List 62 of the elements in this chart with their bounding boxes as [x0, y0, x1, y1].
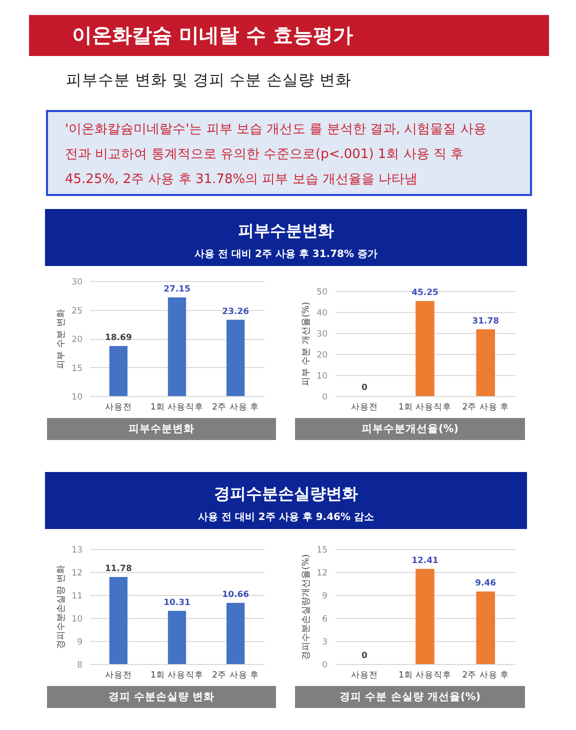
y-tick-label: 10: [72, 614, 82, 624]
y-axis-title: 피부 수분 개선율(%): [302, 302, 312, 386]
data-label: 45.25: [412, 288, 439, 298]
data-label: 9.46: [475, 578, 496, 588]
x-tick-label: 1회 사용직후: [398, 402, 452, 412]
y-axis-title: 피부 수분 변화: [56, 309, 67, 369]
x-tick-label: 2주 사용 후: [212, 402, 259, 412]
text: '이온화칼슘미네랄수'는 피부 보습 개선도 를 분석한 결과, 시험물질 사용 전과 비교하여 통계적으로 유의한 수준으로(p<.001) 1회 사용 직 후 45.25%, 2주 사용 후 31.78%의 피부 보습 개선율을 나타냄: [65, 122, 486, 187]
y-tick-label: 9: [322, 592, 328, 602]
y-tick-label: 0: [322, 660, 328, 670]
x-tick-label: 1회 사용직후: [150, 402, 204, 412]
data-label: 27.15: [164, 284, 191, 294]
y-tick-label: 12: [316, 568, 328, 578]
y-tick-label: 3: [322, 638, 328, 648]
text: 피부수분변화: [128, 423, 194, 435]
x-tick-label: 사용전: [104, 402, 132, 412]
y-tick-label: 0: [322, 392, 328, 402]
y-tick-label: 20: [72, 335, 82, 345]
text: 이온화칼슘 미네랄 수 효능평가: [72, 23, 353, 47]
x-tick-label: 사용전: [104, 670, 132, 680]
data-label: 10.66: [222, 590, 250, 600]
y-tick-label: 6: [322, 614, 328, 624]
y-tick-label: 40: [316, 308, 328, 318]
x-tick-label: 사용전: [350, 402, 378, 412]
text: 사용 전 대비 2주 사용 후 9.46% 감소: [198, 512, 374, 523]
data-label: 12.41: [412, 556, 439, 566]
x-tick-label: 사용전: [350, 670, 378, 680]
y-axis-title: 경피수분손실량개선율(%): [302, 554, 312, 660]
x-tick-label: 2주 사용 후: [462, 402, 510, 412]
data-label: 10.31: [164, 598, 191, 608]
x-tick-label: 1회 사용직후: [150, 670, 204, 680]
text: 사용 전 대비 2주 사용 후 31.78% 증가: [194, 249, 378, 260]
y-tick-label: 20: [316, 350, 328, 360]
y-tick-label: 30: [72, 278, 82, 288]
y-tick-label: 8: [77, 660, 82, 670]
text: 경피 수분 손실량 개선율(%): [339, 691, 481, 703]
data-label: 0: [361, 383, 368, 393]
text: 피부수분개선율(%): [361, 423, 459, 435]
text: 경피수분손실량변화: [214, 484, 358, 503]
text: 피부수분 변화 및 경피 수분 손실량 변화: [66, 71, 352, 89]
data-label: 31.78: [472, 316, 500, 326]
x-tick-label: 2주 사용 후: [212, 670, 259, 680]
x-tick-label: 2주 사용 후: [462, 670, 510, 680]
y-tick-label: 10: [72, 392, 82, 402]
y-tick-label: 15: [72, 364, 82, 374]
y-tick-label: 11: [72, 592, 82, 602]
data-label: 18.69: [104, 333, 132, 344]
x-tick-label: 1회 사용직후: [398, 670, 452, 680]
y-tick-label: 50: [316, 288, 328, 298]
y-tick-label: 10: [316, 372, 328, 382]
y-tick-label: 25: [72, 306, 82, 316]
data-label: 23.26: [222, 306, 250, 317]
data-label: 11.78: [104, 564, 132, 574]
y-tick-label: 12: [72, 568, 82, 578]
y-tick-label: 9: [77, 638, 82, 648]
data-label: 0: [361, 651, 368, 661]
y-tick-label: 13: [72, 546, 82, 556]
y-axis-title: 경피수분손실량 변화: [56, 565, 67, 649]
y-tick-label: 15: [316, 546, 328, 556]
text: 피부수분변화: [238, 221, 334, 240]
text: 경피 수분손실량 변화: [108, 691, 215, 703]
y-tick-label: 30: [316, 330, 328, 340]
